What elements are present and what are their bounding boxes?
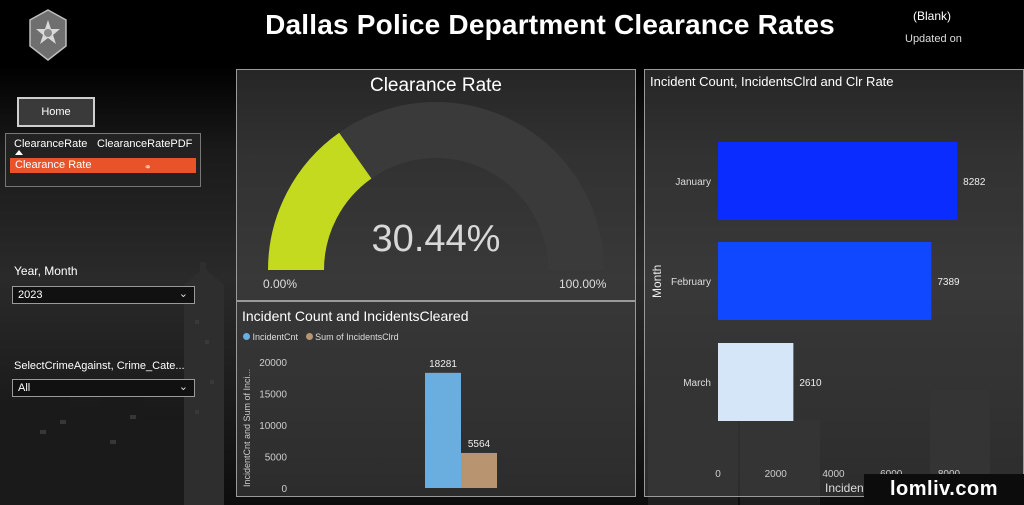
- crime-category-dropdown[interactable]: All ⌄: [12, 379, 195, 397]
- clearance-rate-gauge-card: Clearance Rate 30.44% 0.00% 100.00%: [236, 69, 636, 301]
- page-navigator: ClearanceRate ClearanceRatePDF Clearance…: [5, 133, 201, 187]
- gauge-chart: [268, 102, 604, 271]
- page-title: Dallas Police Department Clearance Rates: [265, 9, 835, 40]
- selected-page-label: Clearance Rate: [15, 159, 92, 171]
- watermark-text: lomliv.com: [864, 474, 1024, 505]
- y-axis-label: Month: [650, 265, 664, 298]
- year-month-dropdown[interactable]: 2023 ⌄: [12, 286, 195, 304]
- y-tick-label: 0: [281, 484, 287, 495]
- y-tick-label: 5000: [265, 453, 288, 464]
- category-label: January: [675, 177, 711, 188]
- column-chart-title: Incident Count and IncidentsCleared: [242, 308, 469, 324]
- incident-count-cleared-card: Incident Count and IncidentsCleared Inci…: [236, 301, 636, 497]
- legend-incidentcnt: IncidentCnt: [252, 332, 299, 342]
- gauge-fill: [268, 132, 373, 271]
- tab-clearance-rate-pdf[interactable]: ClearanceRatePDF: [97, 138, 193, 150]
- x-axis-label: Incident: [825, 481, 868, 495]
- horizontal-bar-chart: January 8282 February 7389 March 2610 0 2000 400…: [650, 142, 986, 495]
- category-label: March: [683, 378, 711, 389]
- y-tick-label: 10000: [259, 421, 287, 432]
- bar-chart-title: Incident Count, IncidentsClrd and Clr Ra…: [650, 74, 894, 89]
- y-tick-label: 20000: [259, 358, 287, 369]
- x-tick-label: 0: [715, 469, 721, 480]
- legend-sum-incidentsclrd: Sum of IncidentsClrd: [315, 332, 399, 342]
- y-axis-label: IncidentCnt and Sum of Inci...: [242, 369, 252, 487]
- column-data-label: 5564: [468, 439, 491, 450]
- updated-on-label: Updated on: [905, 33, 962, 45]
- gauge-title: Clearance Rate: [369, 75, 503, 96]
- y-tick-label: 15000: [259, 390, 287, 401]
- chevron-down-icon: ⌄: [178, 288, 188, 300]
- bar-data-label: 2610: [799, 378, 822, 389]
- monthly-incident-bar-card: Incident Count, IncidentsClrd and Clr Ra…: [644, 69, 1024, 497]
- link-icon: ⚭: [144, 162, 152, 172]
- column-chart-legend: IncidentCnt Sum of IncidentsClrd: [243, 332, 399, 342]
- bar-data-label: 7389: [937, 277, 960, 288]
- police-badge-logo: [29, 9, 67, 61]
- month-bar: [718, 242, 932, 320]
- caret-up-icon: [15, 150, 23, 155]
- column-bar: [461, 452, 497, 488]
- year-month-label: Year, Month: [14, 264, 78, 278]
- column-data-label: 18281: [429, 359, 457, 370]
- x-tick-label: 4000: [822, 469, 845, 480]
- blank-label: (Blank): [913, 9, 952, 23]
- gauge-min-label: 0.00%: [263, 277, 298, 291]
- crime-category-value: All: [18, 382, 31, 394]
- x-tick-label: 2000: [765, 469, 788, 480]
- column-chart: 0 5000 10000 15000 20000 IncidentCnt and Sum …: [242, 358, 497, 495]
- tab-clearance-rate[interactable]: ClearanceRate: [14, 138, 88, 150]
- gauge-value: 30.44%: [371, 218, 501, 260]
- category-label: February: [671, 277, 711, 288]
- selected-page-item[interactable]: Clearance Rate ⚭: [10, 158, 196, 173]
- bar-data-label: 8282: [963, 177, 986, 188]
- legend-dot: [243, 333, 250, 340]
- month-bar: [718, 343, 794, 421]
- crime-category-label: SelectCrimeAgainst, Crime_Cate...: [14, 360, 185, 372]
- month-bar: [718, 142, 958, 220]
- column-bar: [425, 372, 461, 488]
- legend-dot: [305, 333, 313, 340]
- year-month-value: 2023: [18, 289, 43, 301]
- gauge-max-label: 100.00%: [559, 277, 607, 291]
- chevron-down-icon: ⌄: [178, 381, 188, 393]
- home-button[interactable]: Home: [17, 97, 95, 127]
